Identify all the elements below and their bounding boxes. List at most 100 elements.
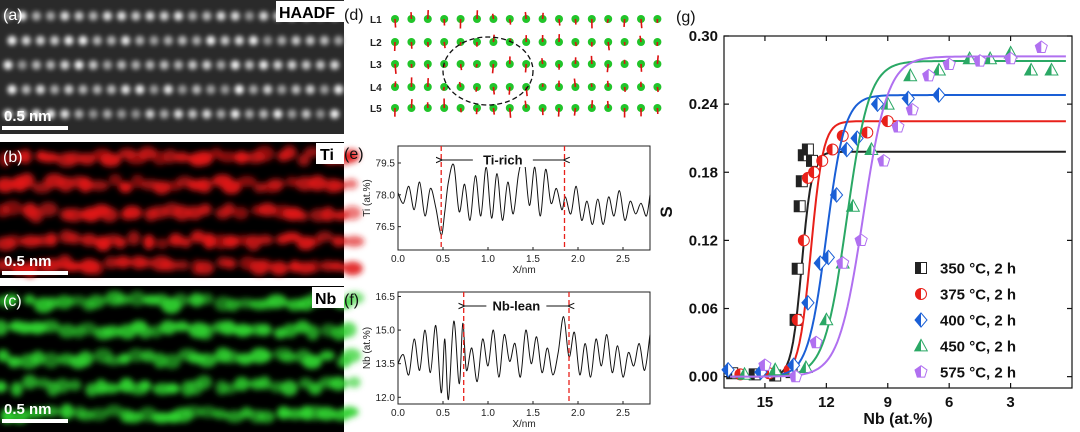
map-blob bbox=[199, 293, 214, 305]
haadf-atom bbox=[202, 109, 212, 119]
x-tick-label: 1.5 bbox=[526, 408, 540, 419]
haadf-atom bbox=[135, 35, 145, 46]
haadf-atom bbox=[216, 109, 226, 119]
marker-fill bbox=[861, 127, 868, 139]
map-blob bbox=[122, 205, 143, 220]
map-blob bbox=[149, 324, 163, 338]
panel-c-scale-text: 0.5 nm bbox=[4, 401, 52, 418]
y-tick-label: 79.5 bbox=[376, 158, 396, 169]
data-point bbox=[861, 126, 874, 139]
haadf-atom bbox=[173, 11, 183, 21]
map-blob bbox=[30, 350, 46, 366]
map-blob bbox=[38, 152, 60, 163]
map-blob bbox=[123, 411, 144, 424]
haadf-atom bbox=[131, 11, 141, 21]
haadf-atom bbox=[64, 84, 74, 95]
displacement-arrow bbox=[640, 63, 643, 72]
marker-fill bbox=[882, 115, 888, 127]
data-point bbox=[1044, 62, 1059, 76]
data-point bbox=[877, 153, 891, 167]
map-blob bbox=[77, 350, 94, 367]
map-blob bbox=[88, 260, 105, 276]
map-blob bbox=[46, 296, 59, 310]
legend-marker bbox=[914, 312, 928, 328]
map-blob bbox=[67, 295, 89, 306]
map-blob bbox=[340, 321, 357, 338]
map-blob bbox=[327, 179, 346, 193]
haadf-atom bbox=[149, 84, 159, 95]
map-blob bbox=[57, 324, 77, 339]
map-blob bbox=[162, 353, 182, 369]
x-tick-label: 1.5 bbox=[526, 254, 540, 265]
map-blob bbox=[258, 202, 277, 217]
displacement-arrow bbox=[459, 107, 463, 113]
highlight-ellipse bbox=[442, 36, 534, 106]
map-blob bbox=[0, 151, 12, 168]
map-blob bbox=[233, 376, 250, 392]
marker-fill bbox=[915, 365, 921, 378]
haadf-atom bbox=[163, 35, 173, 46]
haadf-atom bbox=[149, 35, 159, 46]
legend-label: 575 °C, 2 h bbox=[940, 365, 1016, 382]
map-blob bbox=[224, 410, 245, 423]
haadf-atom bbox=[121, 84, 131, 95]
haadf-atom bbox=[287, 60, 297, 70]
ti-label: Ti bbox=[320, 147, 334, 164]
x-tick-label: 2.5 bbox=[616, 254, 630, 265]
haadf-atom bbox=[46, 60, 56, 70]
map-blob bbox=[103, 256, 119, 269]
marker-fill bbox=[877, 154, 884, 166]
displacement-arrow bbox=[573, 78, 577, 88]
region-label: Ti-rich bbox=[483, 153, 523, 168]
panel-b-ti-map: (b) Ti 0.5 nm bbox=[0, 142, 365, 278]
haadf-atom bbox=[301, 60, 311, 70]
marker-fill bbox=[806, 155, 813, 167]
marker-fill bbox=[932, 87, 939, 103]
panel-e-letter: (e) bbox=[344, 146, 364, 163]
data-point bbox=[816, 154, 829, 167]
haadf-atom bbox=[334, 84, 344, 95]
haadf-atom bbox=[273, 60, 283, 70]
map-blob bbox=[195, 260, 215, 275]
displacement-arrow bbox=[442, 86, 445, 91]
haadf-atom bbox=[301, 109, 311, 119]
data-point bbox=[922, 68, 936, 82]
displacement-arrow bbox=[427, 63, 430, 70]
haadf-atom bbox=[330, 109, 340, 119]
map-blob bbox=[217, 151, 239, 163]
marker-fill bbox=[816, 155, 823, 167]
displacement-arrow bbox=[491, 13, 495, 20]
x-tick-label: 12 bbox=[818, 394, 835, 411]
map-blob bbox=[297, 153, 311, 167]
panel-f-letter: (f) bbox=[344, 292, 359, 309]
map-blob bbox=[127, 348, 146, 363]
map-blob bbox=[175, 260, 190, 271]
displacement-arrow bbox=[492, 107, 496, 115]
displacement-arrow bbox=[541, 12, 544, 20]
haadf-atom bbox=[291, 35, 301, 46]
nb-intensity-map bbox=[0, 290, 365, 424]
marker-fill bbox=[799, 361, 806, 373]
haadf-atom bbox=[291, 84, 301, 95]
panel-a-letter: (a) bbox=[3, 7, 23, 24]
map-blob bbox=[40, 406, 60, 417]
row-label: L4 bbox=[370, 83, 382, 94]
haadf-atom bbox=[74, 60, 84, 70]
map-blob bbox=[296, 210, 309, 222]
x-tick-label: 15 bbox=[757, 394, 774, 411]
panel-d-atom-model: (d) L1 L2 L3 L4 L5 bbox=[344, 7, 662, 118]
haadf-atom bbox=[117, 109, 127, 119]
map-blob bbox=[316, 406, 337, 421]
y-tick-label: 0.12 bbox=[689, 232, 718, 249]
haadf-atom bbox=[319, 35, 329, 46]
map-blob bbox=[104, 355, 123, 366]
data-point bbox=[806, 154, 818, 167]
legend-marker bbox=[914, 365, 928, 378]
haadf-atom bbox=[3, 109, 13, 119]
data-point bbox=[758, 358, 772, 371]
map-blob bbox=[342, 205, 362, 220]
displacement-arrow bbox=[606, 80, 609, 88]
data-point bbox=[791, 313, 804, 326]
map-blob bbox=[308, 175, 327, 191]
map-blob bbox=[102, 325, 123, 338]
